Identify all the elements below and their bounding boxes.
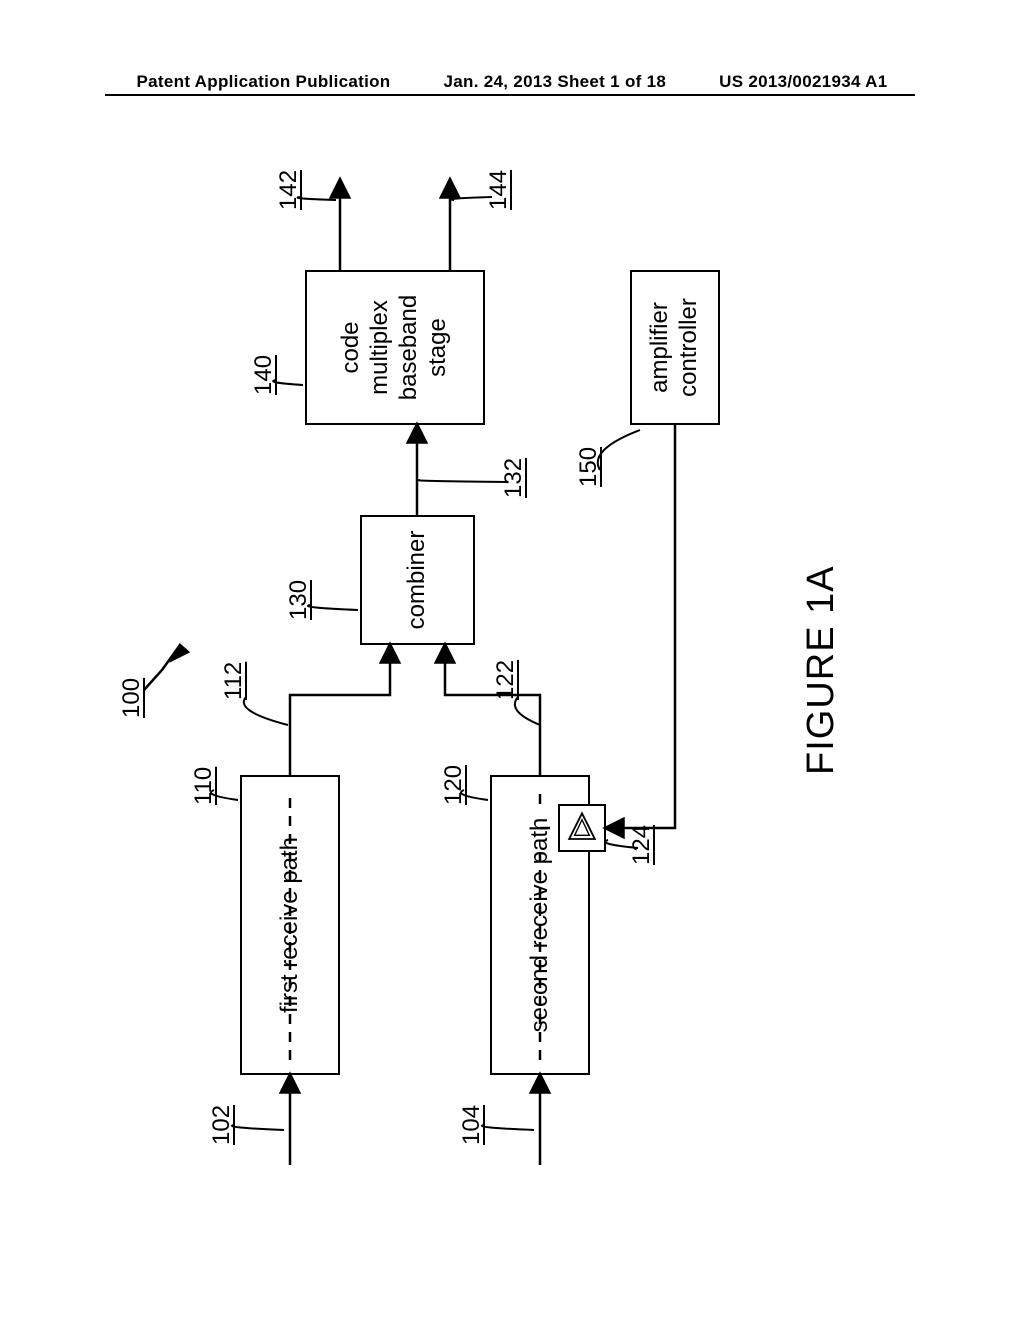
first-receive-path-label: first receive path — [276, 837, 305, 1013]
first-receive-path-box: first receive path — [240, 775, 340, 1075]
ref-label-130: 130 — [285, 580, 313, 620]
ref-label-144: 144 — [485, 170, 513, 210]
ref-label-112: 112 — [220, 662, 248, 700]
ref-label-150: 150 — [575, 447, 603, 487]
ref-label-124: 124 — [628, 825, 656, 865]
amplifier-controller-label: amplifier controller — [646, 298, 704, 397]
header-rule — [105, 94, 915, 96]
figure-label: FIGURE 1A — [800, 565, 843, 775]
header-right: US 2013/0021934 A1 — [719, 72, 887, 92]
ref-label-104: 104 — [458, 1105, 486, 1145]
second-receive-path-label: second receive path — [526, 818, 555, 1033]
ref-label-132: 132 — [500, 458, 528, 498]
ref-label-142: 142 — [275, 170, 303, 210]
diagram-rotated: first receive path second receive path c… — [80, 150, 944, 1200]
ref-label-110: 110 — [190, 767, 218, 805]
baseband-stage-label: code multiplex baseband stage — [337, 295, 452, 400]
combiner-box: combiner — [360, 515, 475, 645]
amplifier-symbol-box — [558, 804, 606, 852]
header-left: Patent Application Publication — [137, 72, 391, 92]
ref-label-122: 122 — [492, 660, 520, 700]
ref-label-120: 120 — [440, 765, 468, 805]
ref-label-102: 102 — [208, 1105, 236, 1145]
page-header: Patent Application Publication Jan. 24, … — [0, 72, 1024, 92]
amplifier-triangle-icon — [560, 806, 604, 850]
combiner-label: combiner — [403, 531, 432, 630]
amplifier-controller-box: amplifier controller — [630, 270, 720, 425]
ref-label-140: 140 — [250, 355, 278, 395]
header-middle: Jan. 24, 2013 Sheet 1 of 18 — [444, 72, 667, 92]
ref-label-100: 100 — [118, 678, 146, 718]
diagram-container: first receive path second receive path c… — [80, 150, 944, 1200]
baseband-stage-box: code multiplex baseband stage — [305, 270, 485, 425]
